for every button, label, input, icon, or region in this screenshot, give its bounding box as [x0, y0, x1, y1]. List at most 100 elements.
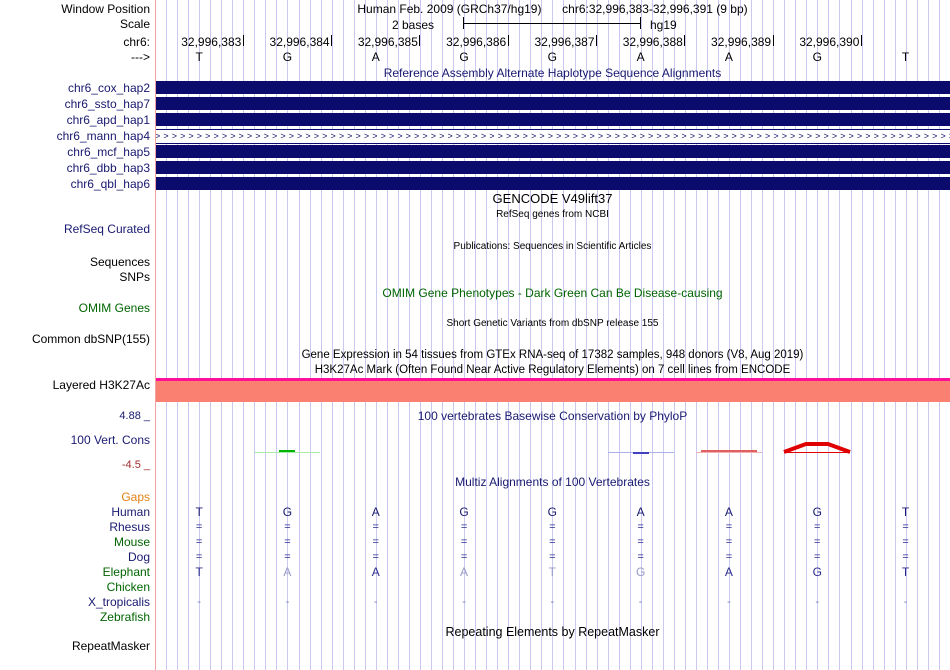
haplotype-label[interactable]: chr6_qbl_hap6 — [70, 177, 150, 191]
conservation-min-label: -4.5 _ — [121, 459, 150, 471]
gridline — [365, 0, 366, 670]
phylop-title: 100 vertebrates Basewise Conservation by… — [417, 409, 688, 423]
haplotype-label[interactable]: chr6_mcf_hap5 — [67, 145, 150, 159]
gridline — [321, 0, 322, 670]
ruler-coordinate: 32,996,385 — [357, 35, 418, 49]
gridline — [409, 0, 410, 670]
ruler-tick — [684, 35, 686, 46]
gridline — [243, 0, 244, 670]
gridline — [530, 0, 531, 670]
haplotype-alignment-bar[interactable]: >>>>>>>>>>>>>>>>>>>>>>>>>>>>>>>>>>>>>>>>… — [155, 129, 950, 144]
gridline — [343, 0, 344, 670]
conservation-plot[interactable] — [155, 408, 950, 472]
gridline — [839, 0, 840, 670]
gridline — [817, 0, 818, 670]
alignment-base: A — [371, 565, 380, 579]
alignment-base: = — [637, 551, 644, 563]
gridline — [806, 0, 807, 670]
alignment-base: = — [284, 551, 291, 563]
ruler-tick — [507, 35, 509, 46]
h3k27ac-bar — [155, 378, 950, 402]
alignment-base: = — [460, 536, 468, 548]
h3k27ac-signal-track[interactable] — [155, 378, 950, 402]
conservation-baseline — [695, 452, 762, 453]
ruler-coordinate: 32,996,388 — [622, 35, 683, 49]
sequences-label[interactable]: Sequences — [89, 255, 150, 269]
gridline — [221, 0, 222, 670]
scale-bar-text: 2 bases — [392, 18, 435, 32]
gridline — [575, 0, 576, 670]
haplotype-label[interactable]: chr6_mann_hap4 — [56, 129, 150, 143]
haplotype-alignment-bar[interactable] — [155, 81, 950, 94]
haplotype-alignment-bar[interactable] — [155, 97, 950, 110]
haplotype-alignment-bar[interactable] — [155, 145, 950, 158]
reference-base: G — [282, 50, 293, 64]
conservation-peak — [783, 442, 851, 454]
gridline — [519, 0, 520, 670]
haplotype-label[interactable]: chr6_apd_hap1 — [66, 113, 150, 127]
conservation-baseline — [254, 452, 321, 453]
ruler-coordinate: 32,996,390 — [799, 35, 860, 49]
alignment-base: G — [282, 505, 293, 519]
gridline — [597, 0, 598, 670]
gridlines — [155, 0, 950, 670]
alignment-base: = — [549, 551, 556, 563]
species-label[interactable]: Mouse — [113, 535, 150, 549]
snps-label[interactable]: SNPs — [119, 270, 150, 284]
gridline — [917, 0, 918, 670]
species-label[interactable]: X_tropicalis — [87, 595, 150, 609]
reference-base: T — [901, 50, 910, 64]
haplotype-label[interactable]: chr6_dbb_hap3 — [66, 161, 150, 175]
gridline — [784, 0, 785, 670]
species-label[interactable]: Rhesus — [109, 520, 150, 534]
gridline — [541, 0, 542, 670]
species-label[interactable]: Zebrafish — [99, 610, 150, 624]
haplotype-label[interactable]: chr6_ssto_hap7 — [64, 97, 150, 111]
gridline — [166, 0, 167, 670]
common-dbsnp-label[interactable]: Common dbSNP(155) — [31, 332, 150, 346]
alignment-base: G — [812, 565, 822, 579]
layered-h3k27ac-label[interactable]: Layered H3K27Ac — [52, 378, 150, 392]
species-label[interactable]: Dog — [127, 550, 150, 564]
alignment-base: - — [903, 596, 908, 608]
omim-genes-label[interactable]: OMIM Genes — [78, 301, 150, 315]
alignment-base: = — [725, 536, 733, 548]
haplotype-alignment-bar[interactable] — [155, 161, 950, 174]
gridline — [586, 0, 587, 670]
species-label[interactable]: Chicken — [106, 580, 150, 594]
gridline — [718, 0, 719, 670]
gridline — [740, 0, 741, 670]
refseq-curated-label[interactable]: RefSeq Curated — [63, 222, 150, 236]
gridline — [354, 0, 355, 670]
track-canvas[interactable] — [155, 0, 950, 670]
alignment-base: = — [725, 521, 733, 533]
gridline — [177, 0, 178, 670]
alignment-base: = — [814, 551, 821, 563]
gridline — [707, 0, 708, 670]
alignment-base: = — [372, 536, 379, 548]
gridline — [287, 0, 288, 670]
ruler-tick — [596, 35, 597, 46]
species-label[interactable]: Human — [111, 505, 150, 519]
h3k27ac-title: H3K27Ac Mark (Often Found Near Active Re… — [314, 364, 791, 376]
gridline — [795, 0, 796, 670]
ruler-tick — [419, 35, 421, 46]
genomic-position[interactable]: chr6:32,996,383-32,996,391 (9 bp) — [562, 2, 748, 16]
gridline — [497, 0, 498, 670]
gridline — [619, 0, 620, 670]
gaps-label[interactable]: Gaps — [121, 490, 150, 504]
haplotype-alignment-bar[interactable] — [155, 113, 950, 126]
gridline — [729, 0, 730, 670]
conservation-track-label[interactable]: 100 Vert. Cons — [70, 433, 150, 447]
repeatmasker-label[interactable]: RepeatMasker — [71, 639, 150, 653]
haplotype-alignment-bar[interactable] — [155, 177, 950, 190]
assembly-name: Human Feb. 2009 (GRCh37/hg19) — [357, 2, 542, 16]
alignment-base: G — [459, 505, 469, 519]
alignment-base: = — [195, 521, 203, 533]
gridline — [928, 0, 929, 670]
species-label[interactable]: Elephant — [102, 565, 150, 579]
reference-base: A — [371, 50, 380, 64]
haplotype-label[interactable]: chr6_cox_hap2 — [67, 81, 150, 95]
gridline — [442, 0, 443, 670]
